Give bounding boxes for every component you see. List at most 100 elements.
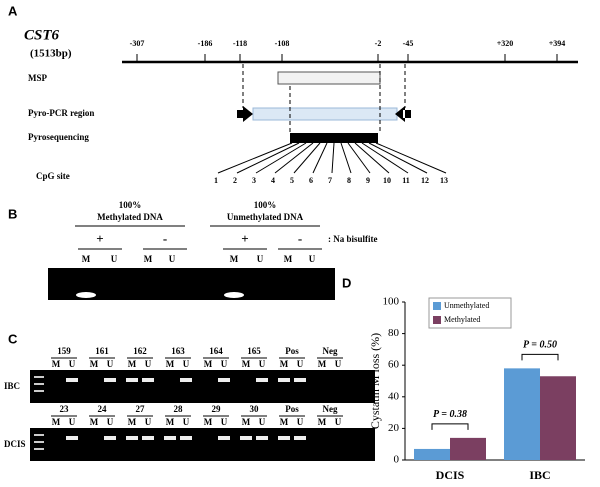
bar bbox=[450, 437, 486, 460]
lane-label: M bbox=[128, 417, 137, 427]
treatment: - bbox=[298, 231, 302, 246]
cpg-number: 1 bbox=[214, 176, 218, 185]
cpg-number: 9 bbox=[366, 176, 370, 185]
band bbox=[240, 436, 252, 440]
gel bbox=[30, 428, 375, 461]
position-label: -45 bbox=[403, 39, 414, 48]
lane-label: M bbox=[204, 417, 213, 427]
band bbox=[142, 436, 154, 440]
lane-label: U bbox=[297, 417, 304, 427]
gel bbox=[30, 370, 375, 403]
x-tick-label: IBC bbox=[529, 468, 550, 482]
ladder bbox=[34, 376, 44, 378]
lane-label: U bbox=[169, 254, 176, 264]
lane-label: U bbox=[297, 359, 304, 369]
band bbox=[126, 378, 138, 382]
sample-label: 30 bbox=[250, 404, 260, 414]
cpg-line bbox=[354, 142, 390, 174]
cpg-number: 10 bbox=[383, 176, 391, 185]
lane-label: U bbox=[259, 417, 266, 427]
annotation: P = 0.38 bbox=[433, 409, 467, 420]
lane-label: U bbox=[221, 417, 228, 427]
lane-label: U bbox=[335, 359, 342, 369]
position-label: -108 bbox=[275, 39, 290, 48]
ladder bbox=[34, 448, 44, 450]
lane-label: M bbox=[242, 417, 251, 427]
sample-label: Neg bbox=[323, 404, 338, 414]
lane-label: M bbox=[318, 359, 327, 369]
cpg-line bbox=[368, 142, 428, 174]
treatment: + bbox=[96, 231, 103, 246]
group-name: Methylated DNA bbox=[97, 212, 163, 222]
band bbox=[126, 436, 138, 440]
band bbox=[164, 436, 176, 440]
row-label: CpG site bbox=[36, 171, 70, 181]
band bbox=[218, 378, 230, 382]
position-label: +320 bbox=[497, 39, 514, 48]
band bbox=[294, 436, 306, 440]
band bbox=[104, 436, 116, 440]
lane-label: M bbox=[280, 417, 289, 427]
lane-label: U bbox=[145, 417, 152, 427]
y-tick-label: 60 bbox=[388, 359, 400, 371]
lane-label: U bbox=[257, 254, 264, 264]
position-label: -2 bbox=[375, 39, 382, 48]
sample-label: 159 bbox=[57, 346, 71, 356]
lane-label: M bbox=[52, 417, 61, 427]
cpg-line bbox=[331, 142, 335, 174]
lane-label: U bbox=[69, 417, 76, 427]
sample-label: 28 bbox=[174, 404, 184, 414]
lane-label: M bbox=[144, 254, 153, 264]
panel-label: C bbox=[8, 331, 18, 346]
y-tick-label: 0 bbox=[394, 454, 400, 466]
position-label: -186 bbox=[198, 39, 213, 48]
lane-label: U bbox=[335, 417, 342, 427]
cpg-number: 3 bbox=[252, 176, 256, 185]
y-axis-label: Cystatin M loss (%) bbox=[368, 333, 382, 429]
legend-swatch bbox=[433, 302, 441, 310]
cpg-number: 8 bbox=[347, 176, 351, 185]
y-tick-label: 40 bbox=[388, 390, 400, 402]
lane-label: M bbox=[82, 254, 91, 264]
band bbox=[256, 436, 268, 440]
ladder bbox=[34, 434, 44, 436]
dashes bbox=[242, 64, 406, 133]
lane-label: M bbox=[90, 417, 99, 427]
bar bbox=[414, 448, 450, 460]
y-tick-label: 100 bbox=[383, 296, 400, 308]
band bbox=[278, 378, 290, 382]
cpg-line bbox=[293, 142, 321, 174]
band bbox=[180, 378, 192, 382]
band bbox=[256, 378, 268, 382]
band bbox=[142, 378, 154, 382]
lane-label: M bbox=[230, 254, 239, 264]
sample-label: 24 bbox=[98, 404, 108, 414]
legend-label: Methylated bbox=[444, 315, 480, 324]
position-label: +394 bbox=[549, 39, 566, 48]
sample-label: 162 bbox=[133, 346, 147, 356]
cpg-line bbox=[347, 142, 371, 174]
lane-label: M bbox=[128, 359, 137, 369]
lane-label: M bbox=[204, 359, 213, 369]
lane-label: U bbox=[221, 359, 228, 369]
ladder bbox=[34, 390, 44, 392]
cpg-number: 4 bbox=[271, 176, 275, 185]
sample-label: 164 bbox=[209, 346, 223, 356]
panel-label: D bbox=[342, 275, 351, 290]
cpg-number: 11 bbox=[402, 176, 410, 185]
lane-label: U bbox=[183, 417, 190, 427]
ladder bbox=[34, 383, 44, 385]
y-tick-label: 20 bbox=[388, 422, 400, 434]
lane-label: U bbox=[145, 359, 152, 369]
group-name: Unmethylated DNA bbox=[227, 212, 304, 222]
lane-label: U bbox=[107, 417, 114, 427]
bracket bbox=[431, 423, 469, 430]
band bbox=[104, 378, 116, 382]
lane-label: M bbox=[284, 254, 293, 264]
band bbox=[180, 436, 192, 440]
lane-label: U bbox=[69, 359, 76, 369]
cpg-line bbox=[255, 142, 307, 174]
pcr-box bbox=[252, 107, 398, 121]
panel-label: B bbox=[8, 206, 17, 221]
sample-label: Neg bbox=[323, 346, 338, 356]
